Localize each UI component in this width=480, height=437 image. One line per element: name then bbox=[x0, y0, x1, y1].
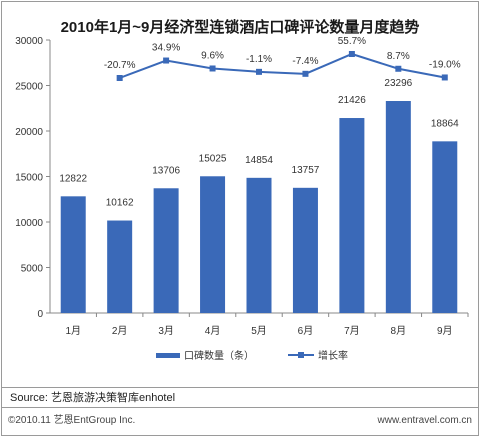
bar-value-label: 10162 bbox=[106, 198, 134, 209]
growth-value-label: 8.7% bbox=[387, 51, 410, 62]
growth-marker bbox=[395, 65, 402, 72]
growth-marker bbox=[302, 70, 309, 77]
growth-value-label: 9.6% bbox=[201, 50, 224, 61]
bar bbox=[200, 176, 226, 313]
growth-marker bbox=[209, 65, 216, 72]
growth-value-label: -7.4% bbox=[292, 56, 318, 67]
y-tick-label: 10000 bbox=[15, 218, 43, 229]
x-tick-label: 4月 bbox=[205, 325, 221, 337]
x-tick-label: 6月 bbox=[298, 325, 314, 337]
bar-data-labels: 12822 10162 13706 15025 14854 13757 21426 23296… bbox=[59, 78, 459, 209]
x-tick-label: 7月 bbox=[344, 325, 360, 337]
chart-canvas: 2010年1月~9月经济型连锁酒店口碑评论数量月度趋势 0 5000 10000 15… bbox=[15, 18, 469, 362]
bar-value-label: 15025 bbox=[199, 153, 227, 164]
legend: 口碑数量（条） 增长率 bbox=[156, 349, 348, 362]
y-tick-label: 0 bbox=[37, 309, 43, 320]
growth-data-labels: -20.7% 34.9% 9.6% -1.1% -7.4% 55.7% 8.7% -19.0% bbox=[104, 36, 461, 71]
bar bbox=[432, 141, 458, 313]
bar bbox=[292, 187, 318, 313]
growth-value-label: -1.1% bbox=[246, 54, 272, 65]
growth-value-label: -20.7% bbox=[104, 60, 136, 71]
bar-value-label: 12822 bbox=[59, 173, 87, 184]
x-tick-label: 1月 bbox=[65, 325, 81, 337]
footer-bar: ©2010.11 艺恩EntGroup Inc. www.entravel.co… bbox=[2, 407, 478, 435]
growth-marker bbox=[163, 57, 170, 64]
y-tick-label: 30000 bbox=[15, 36, 43, 47]
y-tick-label: 5000 bbox=[21, 264, 44, 275]
y-tick-label: 25000 bbox=[15, 82, 43, 93]
bar bbox=[153, 188, 179, 313]
legend-label-line: 增长率 bbox=[318, 349, 348, 362]
bar-value-label: 14854 bbox=[245, 155, 273, 166]
legend-swatch-marker bbox=[298, 352, 304, 358]
growth-marker bbox=[256, 68, 262, 75]
growth-value-label: 34.9% bbox=[152, 43, 180, 54]
y-tick-label: 20000 bbox=[15, 127, 43, 138]
x-tick-label: 8月 bbox=[391, 325, 407, 337]
axes: 0 5000 10000 15000 20000 25000 30000 1月 2月 3月 4月 5月… bbox=[15, 36, 469, 337]
bar-value-label: 21426 bbox=[338, 95, 366, 106]
bar-series bbox=[60, 101, 458, 313]
bar bbox=[246, 177, 272, 313]
growth-marker bbox=[441, 74, 448, 81]
x-tick-label: 5月 bbox=[251, 325, 267, 337]
bar bbox=[107, 220, 133, 313]
legend-label-bar: 口碑数量（条） bbox=[184, 349, 254, 362]
legend-swatch-bar bbox=[156, 353, 180, 358]
growth-line-series bbox=[116, 51, 448, 81]
bar-value-label: 23296 bbox=[384, 78, 412, 89]
copyright-text: ©2010.11 艺恩EntGroup Inc. bbox=[8, 415, 136, 426]
y-tick-label: 15000 bbox=[15, 173, 43, 184]
bar-value-label: 13706 bbox=[152, 165, 180, 176]
source-note: Source: 艺恩旅游决策智库enhotel bbox=[2, 387, 478, 407]
x-tick-label: 3月 bbox=[158, 325, 174, 337]
bar-value-label: 13757 bbox=[292, 165, 320, 176]
x-tick-label: 9月 bbox=[437, 325, 453, 337]
bar bbox=[339, 118, 365, 313]
growth-line bbox=[119, 52, 445, 79]
growth-value-label: -19.0% bbox=[429, 59, 461, 70]
growth-marker bbox=[348, 51, 355, 57]
x-tick-label: 2月 bbox=[112, 325, 128, 337]
bar bbox=[385, 101, 411, 313]
bar-value-label: 18864 bbox=[431, 118, 459, 129]
growth-value-label: 55.7% bbox=[338, 36, 366, 47]
website-link[interactable]: www.entravel.com.cn bbox=[377, 415, 472, 426]
chart-title: 2010年1月~9月经济型连锁酒店口碑评论数量月度趋势 bbox=[61, 18, 420, 36]
bar bbox=[60, 196, 86, 313]
growth-marker bbox=[116, 75, 123, 81]
